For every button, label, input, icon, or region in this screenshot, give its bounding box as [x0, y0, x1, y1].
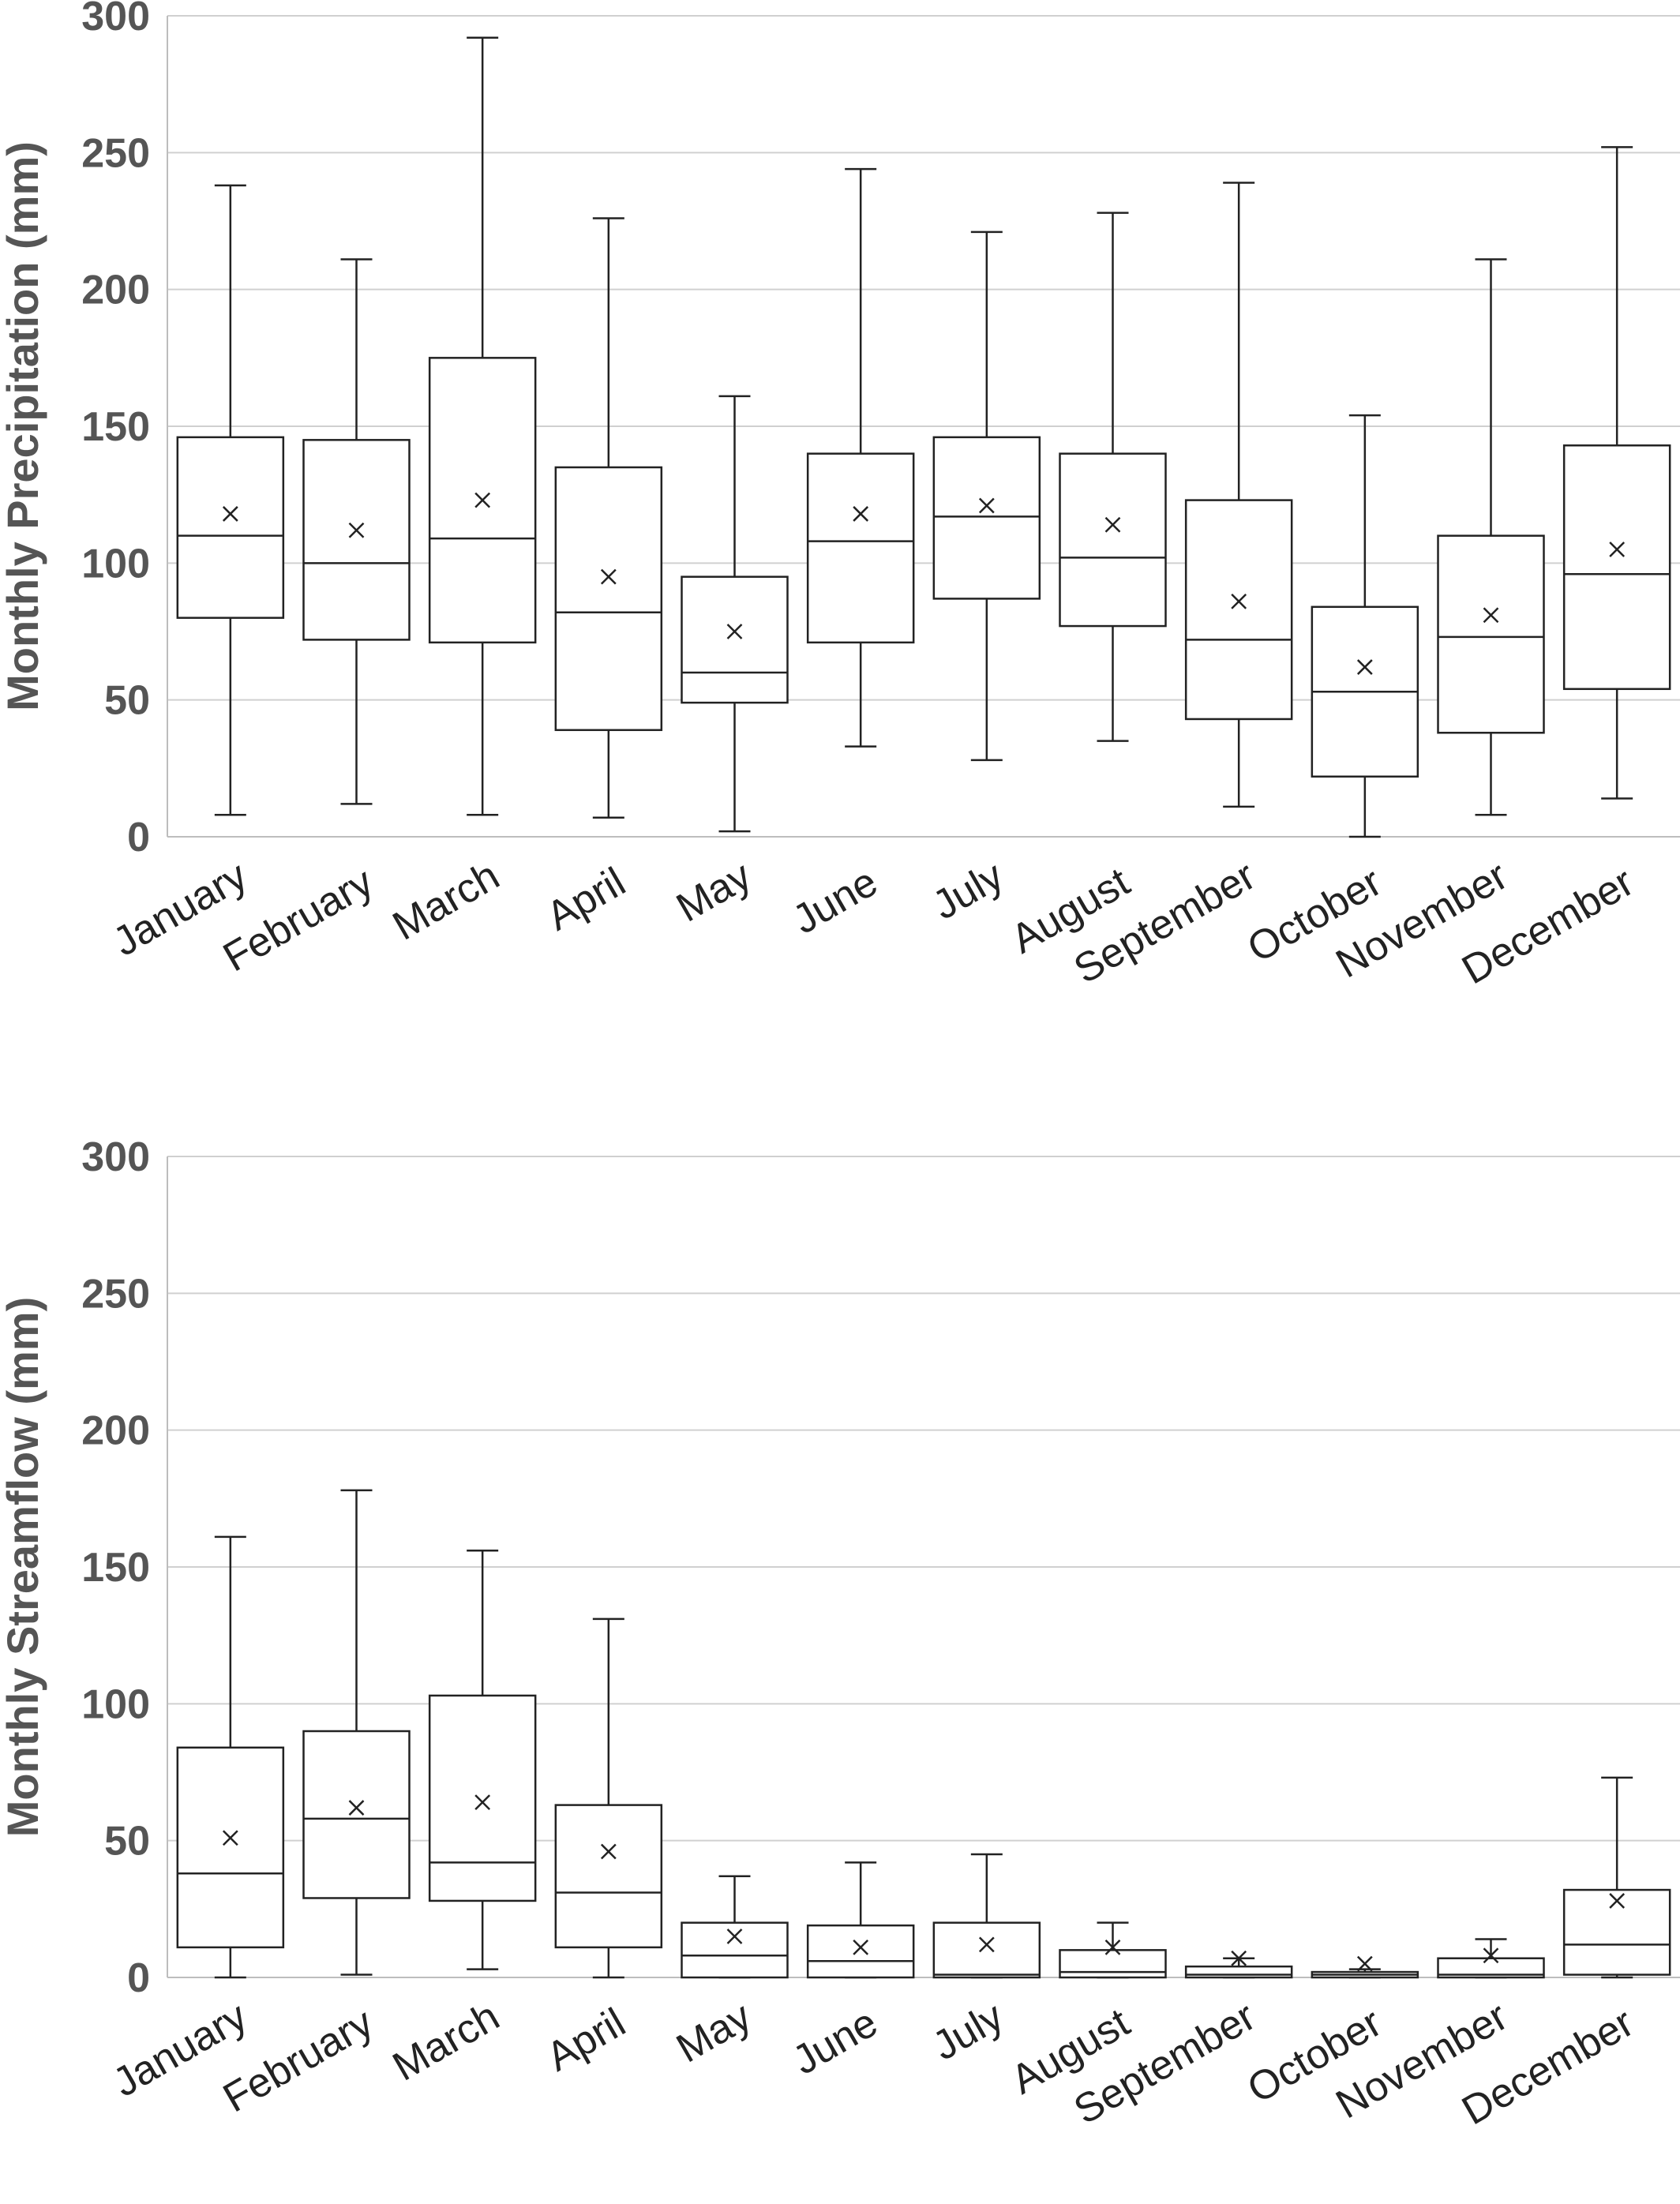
mean-marker [1356, 659, 1373, 675]
mean-marker [600, 1843, 617, 1860]
mean-marker [853, 1939, 869, 1955]
y-tick-label: 300 [81, 1134, 150, 1180]
box-iqr [1184, 499, 1293, 721]
y-tick-label: 200 [81, 268, 150, 313]
y-tick-label: 250 [81, 130, 150, 176]
box-iqr [1059, 1949, 1167, 1979]
y-tick-label: 300 [81, 0, 150, 39]
y-tick-label: 200 [81, 1408, 150, 1454]
mean-marker [978, 1936, 995, 1953]
mean-marker [222, 506, 238, 522]
box-iqr [302, 439, 411, 641]
y-tick-label: 0 [127, 1955, 150, 2001]
mean-marker [348, 522, 365, 538]
box-iqr [428, 1694, 537, 1902]
box-iqr [1059, 452, 1167, 628]
y-tick-label: 150 [81, 1545, 150, 1591]
y-axis-title: Monthly Streamflow (mm) [0, 1297, 47, 1837]
y-tick-label: 250 [81, 1271, 150, 1317]
box-iqr [1437, 534, 1545, 734]
x-tick-label: July [925, 853, 1011, 928]
mean-marker [726, 624, 743, 639]
x-tick-label: April [539, 859, 633, 939]
mean-marker [1356, 1955, 1373, 1972]
box-iqr [1184, 1965, 1293, 1979]
mean-marker [1231, 593, 1247, 609]
box-iqr [554, 466, 663, 732]
y-axis-title: Monthly Precipitation (mm) [0, 141, 47, 711]
y-tick-label: 150 [81, 404, 150, 450]
mean-marker [1609, 542, 1626, 557]
x-tick-label: July [925, 1993, 1011, 2069]
mean-marker [1483, 607, 1499, 624]
mean-marker [1483, 1947, 1499, 1964]
box-iqr [302, 1730, 411, 1899]
y-tick-label: 100 [81, 541, 150, 587]
x-tick-label: April [539, 2000, 633, 2080]
box-iqr [806, 1924, 915, 1979]
mean-marker [600, 568, 617, 585]
y-tick-label: 50 [104, 1819, 150, 1865]
x-tick-label: March [385, 1993, 507, 2090]
mean-marker [348, 1800, 365, 1816]
mean-marker [853, 506, 869, 522]
mean-marker [1231, 1950, 1247, 1966]
y-tick-label: 50 [104, 678, 150, 724]
box-iqr [1562, 444, 1671, 691]
mean-marker [726, 1928, 743, 1944]
box-iqr [1562, 1888, 1671, 1976]
mean-marker [978, 497, 995, 514]
x-tick-label: June [786, 859, 886, 943]
y-tick-label: 100 [81, 1681, 150, 1727]
x-tick-label: May [669, 853, 759, 931]
x-tick-label: March [385, 853, 507, 949]
box-iqr [176, 1746, 285, 1949]
box-iqr [681, 575, 789, 704]
box-iqr [932, 1921, 1041, 1979]
y-tick-label: 0 [127, 815, 150, 860]
box-iqr [681, 1921, 789, 1979]
box-iqr [176, 436, 285, 619]
box-iqr [806, 452, 915, 644]
box-iqr [932, 436, 1041, 600]
x-tick-label: June [786, 2000, 886, 2084]
mean-marker [1104, 1939, 1121, 1955]
mean-marker [474, 492, 491, 508]
box-iqr [554, 1804, 663, 1949]
x-tick-label: May [669, 1993, 759, 2071]
mean-marker [222, 1830, 238, 1846]
mean-marker [1104, 516, 1121, 533]
mean-marker [474, 1794, 491, 1811]
mean-marker [1609, 1893, 1626, 1909]
